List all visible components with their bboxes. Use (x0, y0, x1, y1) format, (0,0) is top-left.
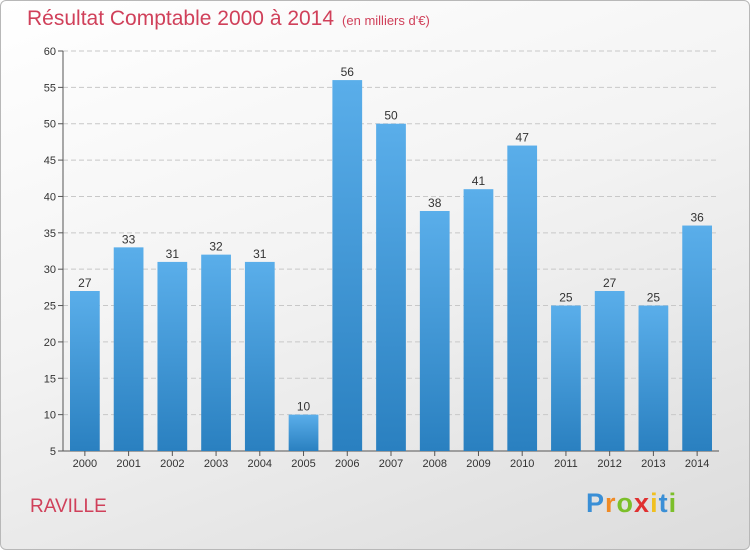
bar-value-label: 27 (603, 276, 617, 290)
bar (638, 305, 669, 451)
logo-letter: i (650, 488, 659, 518)
y-tick-label: 30 (44, 264, 56, 276)
bar (288, 414, 319, 451)
y-tick-label: 15 (44, 373, 56, 385)
bar (244, 261, 275, 451)
x-tick-label: 2014 (685, 458, 709, 470)
chart-title-text: Résultat Comptable 2000 à 2014 (27, 7, 335, 30)
x-tick-label: 2007 (379, 458, 403, 470)
proxiti-logo[interactable]: Proxiti (586, 488, 677, 519)
logo-letter: t (658, 488, 669, 518)
logo-letter: x (634, 488, 651, 518)
x-tick-label: 2003 (204, 458, 228, 470)
x-tick-label: 2013 (641, 458, 665, 470)
y-tick-label: 20 (44, 337, 56, 349)
bar (201, 254, 231, 451)
bar (682, 225, 713, 451)
bar-value-label: 25 (559, 291, 573, 305)
y-tick-label: 55 (44, 82, 56, 94)
bar-value-label: 47 (516, 131, 530, 145)
bar (332, 80, 363, 451)
x-tick-label: 2010 (510, 458, 534, 470)
bar-value-label: 38 (428, 196, 442, 210)
chart-unit-label: (en milliers d'€) (342, 13, 430, 28)
bar-value-label: 25 (647, 291, 661, 305)
x-tick-label: 2000 (73, 458, 97, 470)
x-tick-label: 2011 (554, 458, 578, 470)
chart-title: Résultat Comptable 2000 à 2014 (en millie… (27, 7, 430, 31)
x-tick-label: 2009 (466, 458, 490, 470)
x-tick-label: 2004 (248, 458, 272, 470)
bar-value-label: 50 (384, 109, 398, 123)
bar (376, 123, 406, 452)
bar (507, 145, 538, 451)
bar-value-label: 31 (253, 247, 267, 261)
bar (157, 261, 188, 451)
x-tick-label: 2002 (160, 458, 184, 470)
bar-value-label: 36 (690, 211, 704, 225)
y-tick-label: 25 (44, 301, 56, 313)
x-tick-label: 2008 (422, 458, 446, 470)
bar (419, 211, 450, 451)
bar-value-label: 33 (122, 232, 136, 246)
bar (113, 247, 144, 451)
y-tick-label: 40 (44, 191, 56, 203)
x-tick-label: 2005 (291, 458, 315, 470)
x-tick-label: 2001 (116, 458, 140, 470)
bar-value-label: 41 (472, 174, 486, 188)
bar (69, 291, 100, 451)
bar (594, 291, 625, 451)
logo-letter: o (616, 488, 635, 518)
y-tick-label: 45 (44, 155, 56, 167)
x-tick-label: 2006 (335, 458, 359, 470)
bar (551, 305, 581, 451)
y-tick-label: 5 (50, 446, 56, 458)
bar-value-label: 27 (78, 276, 92, 290)
logo-letter: i (668, 488, 678, 518)
commune-name: RAVILLE (30, 496, 107, 517)
y-tick-label: 10 (44, 410, 56, 422)
bar (463, 189, 494, 451)
logo-letter: P (586, 488, 606, 518)
y-tick-label: 35 (44, 228, 56, 240)
y-tick-label: 60 (44, 46, 56, 58)
y-tick-label: 50 (44, 119, 56, 131)
bar-value-label: 31 (166, 247, 180, 261)
bar-value-label: 56 (341, 65, 355, 79)
x-tick-label: 2012 (597, 458, 621, 470)
logo-letter: r (605, 488, 617, 518)
bar-value-label: 10 (297, 400, 311, 414)
bar-value-label: 32 (209, 240, 223, 254)
